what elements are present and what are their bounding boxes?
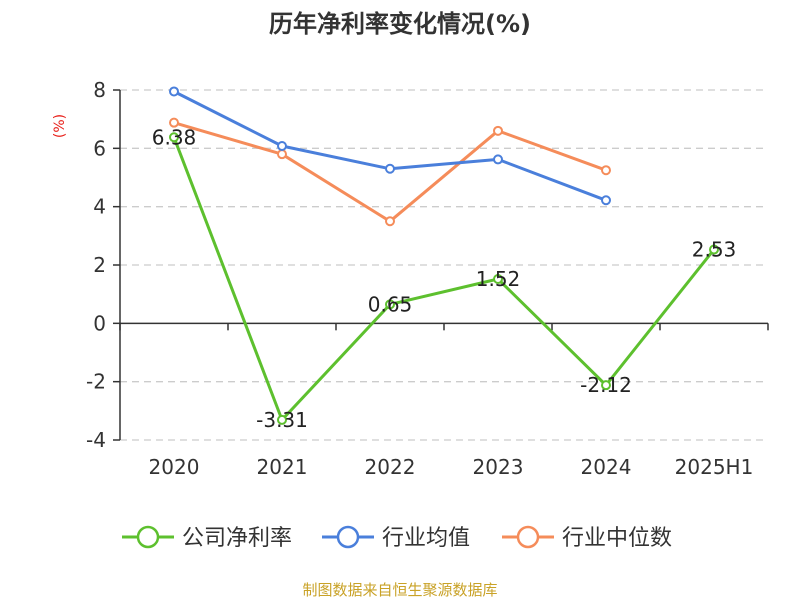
axes: -4 -2 0 2 4 6 8 2020 2021 2022 2023 2024 2025H1 bbox=[86, 78, 769, 479]
y-tick-label: 8 bbox=[93, 78, 106, 102]
series-point-2 bbox=[385, 216, 395, 227]
series-point-1 bbox=[385, 163, 395, 174]
legend-marker-1 bbox=[336, 525, 360, 549]
x-tick-label: 2024 bbox=[581, 455, 632, 479]
data-label: -2.12 bbox=[580, 373, 632, 397]
y-axis-label: (%) bbox=[52, 114, 68, 138]
series-point-1 bbox=[169, 86, 179, 97]
legend-label: 行业均值 bbox=[382, 526, 470, 551]
y-tick-label: -4 bbox=[86, 428, 106, 452]
series-point-1 bbox=[601, 195, 611, 206]
series-line-0 bbox=[172, 136, 716, 422]
series-point-0 bbox=[169, 132, 179, 143]
grid-lines bbox=[120, 89, 768, 441]
legend-label: 行业中位数 bbox=[562, 526, 672, 551]
data-label: 6.38 bbox=[152, 125, 197, 149]
data-label: -3.31 bbox=[256, 408, 308, 432]
data-labels: 6.38 -3.31 0.65 1.52 -2.12 2.53 bbox=[152, 125, 737, 432]
data-label: 1.52 bbox=[476, 267, 521, 291]
source-note: 制图数据来自恒生聚源数据库 bbox=[302, 581, 497, 599]
x-tick-label: 2020 bbox=[149, 455, 200, 479]
data-label: 2.53 bbox=[692, 238, 737, 262]
x-tick-label: 2025H1 bbox=[675, 455, 754, 479]
y-tick-label: 2 bbox=[93, 253, 106, 277]
series-point-2 bbox=[601, 165, 611, 176]
chart-title: 历年净利率变化情况(%) bbox=[269, 10, 531, 38]
legend-label: 公司净利率 bbox=[182, 526, 292, 551]
x-tick-label: 2022 bbox=[365, 455, 416, 479]
series-lines bbox=[169, 86, 719, 425]
series-point-0 bbox=[277, 414, 287, 425]
series-point-1 bbox=[277, 141, 287, 151]
legend-marker-0 bbox=[136, 525, 160, 549]
x-tick-label: 2023 bbox=[473, 455, 524, 479]
data-label: 0.65 bbox=[368, 292, 413, 316]
x-tick-label: 2021 bbox=[257, 455, 308, 479]
legend: 公司净利率 行业均值 行业中位数 bbox=[122, 525, 672, 551]
series-point-1 bbox=[493, 154, 503, 165]
y-tick-label: -2 bbox=[86, 370, 106, 394]
y-tick-label: 0 bbox=[93, 311, 106, 335]
y-tick-label: 6 bbox=[93, 136, 106, 160]
series-point-0 bbox=[601, 380, 611, 391]
series-point-2 bbox=[169, 117, 179, 128]
series-point-0 bbox=[493, 274, 503, 284]
legend-marker-2 bbox=[516, 525, 540, 549]
series-point-0 bbox=[709, 244, 719, 255]
y-tick-label: 4 bbox=[93, 195, 106, 219]
series-point-2 bbox=[277, 149, 287, 160]
series-point-2 bbox=[493, 125, 503, 136]
series-point-0 bbox=[385, 299, 395, 310]
